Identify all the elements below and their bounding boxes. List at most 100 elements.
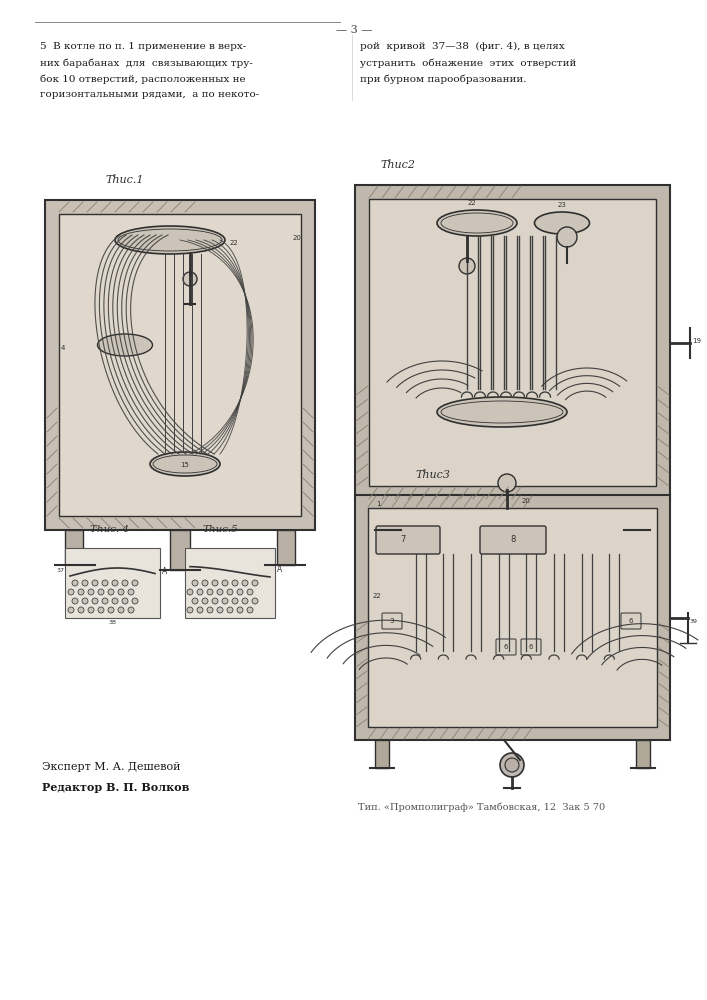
Text: 39: 39 xyxy=(690,619,698,624)
Text: 19: 19 xyxy=(692,338,701,344)
Circle shape xyxy=(217,589,223,595)
Circle shape xyxy=(242,580,248,586)
Text: Τһuc3: Τһuc3 xyxy=(415,470,450,480)
Text: 38: 38 xyxy=(108,620,116,625)
Text: 23: 23 xyxy=(558,202,566,208)
Circle shape xyxy=(207,607,213,613)
Text: A: A xyxy=(162,566,168,576)
Circle shape xyxy=(102,598,108,604)
Circle shape xyxy=(88,607,94,613)
FancyBboxPatch shape xyxy=(496,639,516,655)
Circle shape xyxy=(247,607,253,613)
Bar xyxy=(185,548,275,618)
Circle shape xyxy=(102,580,108,586)
Circle shape xyxy=(505,758,519,772)
Circle shape xyxy=(202,580,208,586)
Circle shape xyxy=(187,607,193,613)
Text: Τһuc.1: Τһuc.1 xyxy=(105,175,144,185)
Ellipse shape xyxy=(437,210,517,236)
Circle shape xyxy=(187,589,193,595)
Circle shape xyxy=(183,272,197,286)
Bar xyxy=(504,500,520,538)
Text: Τһuc2: Τһuc2 xyxy=(380,160,415,170)
Circle shape xyxy=(68,607,74,613)
Ellipse shape xyxy=(98,334,153,356)
Bar xyxy=(65,548,160,618)
Circle shape xyxy=(112,580,118,586)
Circle shape xyxy=(82,580,88,586)
Circle shape xyxy=(222,598,228,604)
Bar xyxy=(369,199,656,486)
Circle shape xyxy=(92,580,98,586)
Text: 22: 22 xyxy=(373,593,382,599)
Circle shape xyxy=(252,580,258,586)
Circle shape xyxy=(122,598,128,604)
Bar xyxy=(355,495,670,740)
Circle shape xyxy=(217,607,223,613)
Text: них барабанах  для  связывающих тру-: них барабанах для связывающих тру- xyxy=(40,58,253,68)
Circle shape xyxy=(132,580,138,586)
Bar xyxy=(629,500,645,530)
Text: 22: 22 xyxy=(467,200,477,206)
Bar xyxy=(45,200,315,530)
Bar xyxy=(355,185,670,500)
Circle shape xyxy=(92,598,98,604)
Text: 22: 22 xyxy=(230,240,239,246)
Circle shape xyxy=(232,598,238,604)
FancyBboxPatch shape xyxy=(480,526,546,554)
Text: 6: 6 xyxy=(629,618,633,624)
Circle shape xyxy=(72,598,78,604)
Text: Τһuc. 4: Τһuc. 4 xyxy=(90,525,129,534)
Text: 6: 6 xyxy=(504,644,508,650)
Circle shape xyxy=(78,589,84,595)
Circle shape xyxy=(252,598,258,604)
Circle shape xyxy=(132,598,138,604)
Text: рой  кривой  37—38  (фиг. 4), в целях: рой кривой 37—38 (фиг. 4), в целях xyxy=(360,42,565,51)
Circle shape xyxy=(557,227,577,247)
Circle shape xyxy=(98,589,104,595)
Circle shape xyxy=(197,607,203,613)
Circle shape xyxy=(242,598,248,604)
Circle shape xyxy=(192,598,198,604)
Circle shape xyxy=(232,580,238,586)
Circle shape xyxy=(192,580,198,586)
Text: 20: 20 xyxy=(522,498,531,504)
Circle shape xyxy=(82,598,88,604)
Text: 6: 6 xyxy=(529,644,533,650)
Bar xyxy=(277,530,295,565)
Circle shape xyxy=(459,258,475,274)
Circle shape xyxy=(68,589,74,595)
Bar xyxy=(59,214,301,516)
Ellipse shape xyxy=(150,452,220,476)
Circle shape xyxy=(122,580,128,586)
Text: Τһuc.5: Τһuc.5 xyxy=(203,525,239,534)
Circle shape xyxy=(88,589,94,595)
Text: 15: 15 xyxy=(180,462,189,468)
Circle shape xyxy=(227,589,233,595)
Text: Тип. «Промполиграф» Тамбовская, 12  Зак 5 70: Тип. «Промполиграф» Тамбовская, 12 Зак 5… xyxy=(358,802,605,812)
Circle shape xyxy=(207,589,213,595)
Bar xyxy=(170,530,190,570)
Circle shape xyxy=(197,589,203,595)
Circle shape xyxy=(78,607,84,613)
Circle shape xyxy=(500,753,524,777)
Text: при бурном парообразовании.: при бурном парообразовании. xyxy=(360,74,527,84)
Circle shape xyxy=(118,607,124,613)
Bar xyxy=(380,500,396,530)
Bar xyxy=(65,530,83,565)
Bar xyxy=(636,740,650,768)
FancyBboxPatch shape xyxy=(382,613,402,629)
Text: 20: 20 xyxy=(293,235,302,241)
Circle shape xyxy=(247,589,253,595)
Circle shape xyxy=(108,589,114,595)
FancyBboxPatch shape xyxy=(521,639,541,655)
Circle shape xyxy=(98,607,104,613)
Circle shape xyxy=(498,474,516,492)
Circle shape xyxy=(212,598,218,604)
FancyBboxPatch shape xyxy=(376,526,440,554)
Circle shape xyxy=(112,598,118,604)
Text: устранить  обнажение  этих  отверстий: устранить обнажение этих отверстий xyxy=(360,58,576,68)
Text: бок 10 отверстий, расположенных не: бок 10 отверстий, расположенных не xyxy=(40,74,245,84)
Ellipse shape xyxy=(501,534,523,550)
Circle shape xyxy=(222,580,228,586)
